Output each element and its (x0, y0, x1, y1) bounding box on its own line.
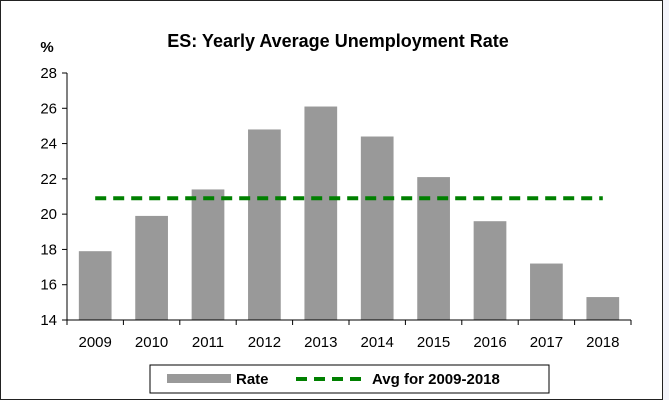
bar-2015 (417, 177, 450, 320)
bar-2018 (586, 297, 620, 320)
x-tick-label: 2015 (417, 334, 450, 351)
x-tick-label: 2009 (79, 334, 112, 351)
bar-2010 (135, 215, 168, 320)
legend-rate-label: Rate (236, 371, 269, 388)
x-tick-label: 2017 (530, 334, 563, 351)
legend-avg-label: Avg for 2009-2018 (372, 371, 500, 388)
y-axis-ticks: 14 16 18 20 22 24 26 28 (40, 65, 67, 329)
x-tick-label: 2010 (135, 334, 168, 351)
y-tick-label: 18 (40, 241, 57, 258)
x-tick-label: 2018 (586, 334, 619, 351)
bar-series (78, 106, 620, 321)
legend: Rate Avg for 2009-2018 (149, 364, 550, 394)
bar-2016 (473, 221, 507, 320)
y-tick-label: 26 (40, 100, 57, 117)
y-tick-label: 24 (40, 136, 57, 153)
bar-2014 (360, 136, 394, 320)
x-tick-label: 2014 (361, 334, 394, 351)
bar-2017 (530, 263, 563, 320)
chart-title: ES: Yearly Average Unemployment Rate (167, 31, 508, 51)
x-tick-label: 2013 (304, 334, 337, 351)
y-tick-label: 16 (40, 277, 57, 294)
y-axis-unit: % (40, 39, 53, 56)
y-tick-label: 14 (40, 312, 57, 329)
bar-2013 (304, 106, 338, 321)
y-tick-label: 28 (40, 65, 57, 82)
y-tick-label: 20 (40, 206, 57, 223)
bar-2009 (78, 251, 112, 320)
legend-rate-swatch (167, 374, 231, 383)
y-tick-label: 22 (40, 171, 57, 188)
x-axis-ticks: 2009 2010 2011 2012 2013 2014 2015 2016 2017 2018 (66, 320, 632, 351)
bar-2011 (191, 189, 225, 320)
x-tick-label: 2011 (192, 334, 224, 351)
x-tick-label: 2012 (248, 334, 281, 351)
x-tick-label: 2016 (473, 334, 506, 351)
bar-2012 (248, 129, 281, 320)
